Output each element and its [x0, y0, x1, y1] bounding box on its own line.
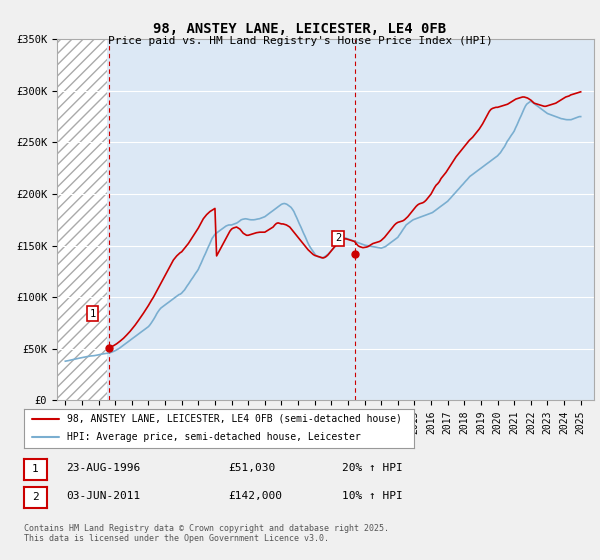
Text: 20% ↑ HPI: 20% ↑ HPI [342, 463, 403, 473]
Text: Contains HM Land Registry data © Crown copyright and database right 2025.
This d: Contains HM Land Registry data © Crown c… [24, 524, 389, 543]
Text: £142,000: £142,000 [228, 491, 282, 501]
Text: Price paid vs. HM Land Registry's House Price Index (HPI): Price paid vs. HM Land Registry's House … [107, 36, 493, 46]
Text: 98, ANSTEY LANE, LEICESTER, LE4 0FB (semi-detached house): 98, ANSTEY LANE, LEICESTER, LE4 0FB (sem… [67, 414, 402, 423]
Text: 2: 2 [32, 492, 39, 502]
Text: 2: 2 [335, 234, 341, 244]
Text: £51,030: £51,030 [228, 463, 275, 473]
Text: 1: 1 [32, 464, 39, 474]
Text: 1: 1 [89, 309, 95, 319]
Text: 23-AUG-1996: 23-AUG-1996 [66, 463, 140, 473]
Text: 98, ANSTEY LANE, LEICESTER, LE4 0FB: 98, ANSTEY LANE, LEICESTER, LE4 0FB [154, 22, 446, 36]
Text: 03-JUN-2011: 03-JUN-2011 [66, 491, 140, 501]
Text: HPI: Average price, semi-detached house, Leicester: HPI: Average price, semi-detached house,… [67, 432, 361, 442]
Text: 10% ↑ HPI: 10% ↑ HPI [342, 491, 403, 501]
Bar [57, 39, 107, 400]
